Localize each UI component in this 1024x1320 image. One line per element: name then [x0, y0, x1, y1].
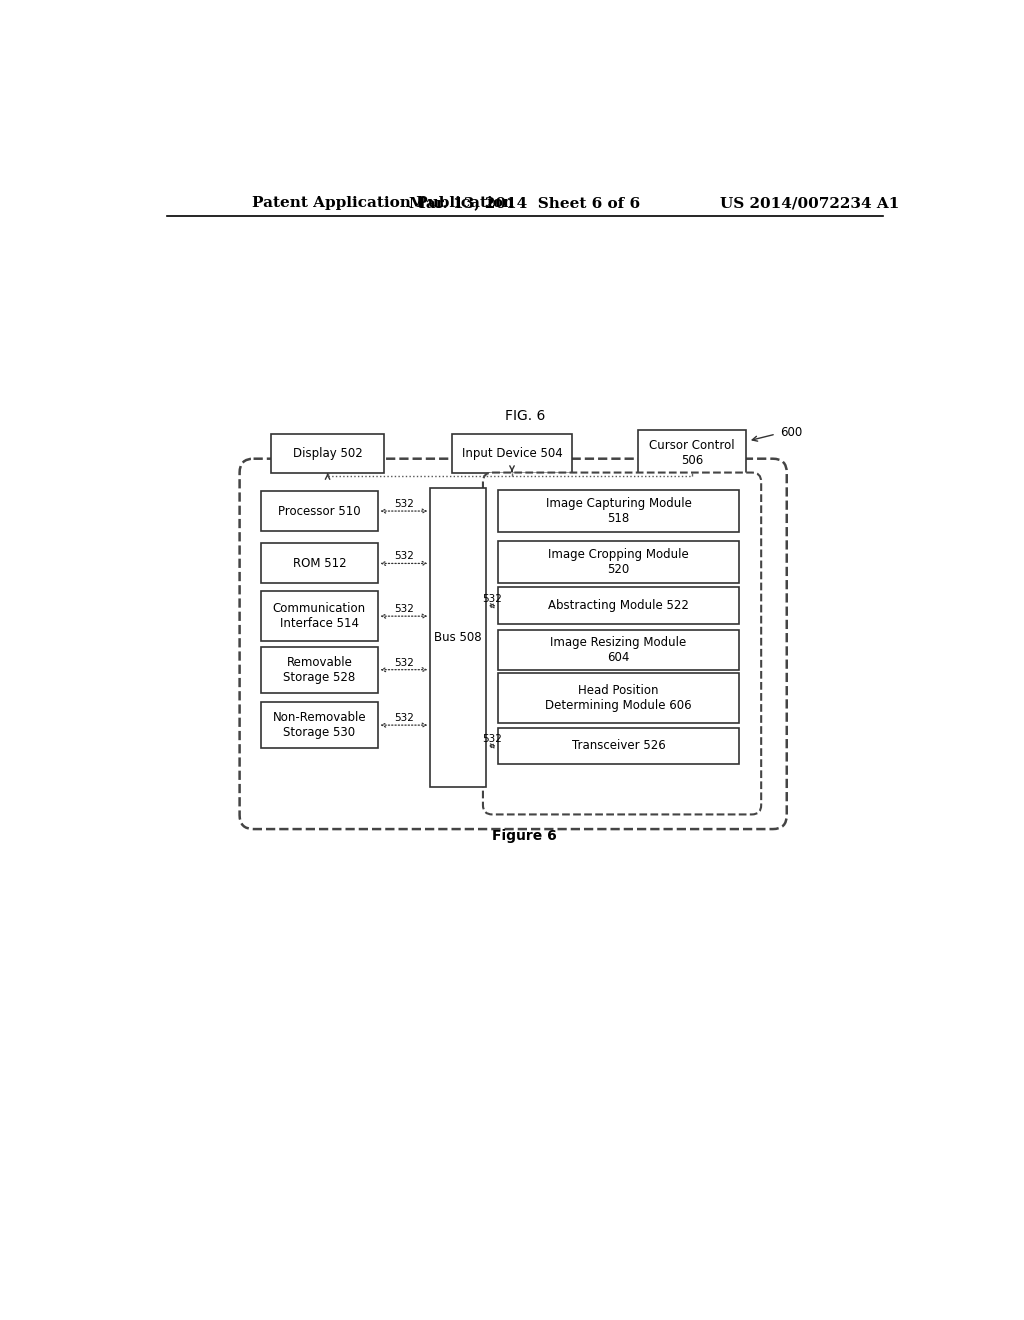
Bar: [261, 491, 378, 531]
Text: US 2014/0072234 A1: US 2014/0072234 A1: [720, 197, 900, 210]
Text: 532: 532: [394, 499, 414, 510]
Bar: [271, 434, 384, 473]
Bar: [261, 702, 378, 748]
Text: Input Device 504: Input Device 504: [462, 446, 562, 459]
Bar: [499, 587, 738, 624]
Bar: [638, 430, 746, 475]
Bar: [499, 541, 738, 583]
Bar: [452, 434, 572, 473]
Text: Abstracting Module 522: Abstracting Module 522: [548, 599, 689, 612]
Text: 532: 532: [394, 657, 414, 668]
FancyBboxPatch shape: [483, 473, 761, 814]
Bar: [499, 729, 738, 763]
Text: 532: 532: [394, 713, 414, 723]
Text: Mar. 13, 2014  Sheet 6 of 6: Mar. 13, 2014 Sheet 6 of 6: [410, 197, 640, 210]
Bar: [499, 673, 738, 723]
FancyBboxPatch shape: [240, 459, 786, 829]
Text: Processor 510: Processor 510: [279, 504, 360, 517]
Text: Cursor Control
506: Cursor Control 506: [649, 438, 735, 466]
Text: Patent Application Publication: Patent Application Publication: [252, 197, 514, 210]
Bar: [261, 591, 378, 642]
Bar: [499, 490, 738, 532]
Text: 600: 600: [780, 426, 803, 440]
Text: Non-Removable
Storage 530: Non-Removable Storage 530: [272, 711, 367, 739]
Bar: [261, 647, 378, 693]
Bar: [430, 488, 486, 787]
Text: FIG. 6: FIG. 6: [505, 409, 545, 424]
Text: Bus 508: Bus 508: [434, 631, 482, 644]
Text: Removable
Storage 528: Removable Storage 528: [284, 656, 355, 684]
Text: Head Position
Determining Module 606: Head Position Determining Module 606: [545, 684, 692, 711]
Bar: [499, 630, 738, 669]
Text: 532: 532: [394, 552, 414, 561]
Text: Display 502: Display 502: [293, 446, 362, 459]
Bar: [261, 544, 378, 583]
Text: 532: 532: [482, 734, 502, 744]
Text: Image Capturing Module
518: Image Capturing Module 518: [546, 496, 691, 524]
Text: Memory 602: Memory 602: [585, 490, 659, 502]
Text: ROM 512: ROM 512: [293, 557, 346, 570]
Text: 532: 532: [394, 605, 414, 614]
Text: Figure 6: Figure 6: [493, 829, 557, 843]
Text: 532: 532: [482, 594, 502, 603]
Text: Image Cropping Module
520: Image Cropping Module 520: [548, 548, 689, 577]
Text: Image Resizing Module
604: Image Resizing Module 604: [551, 636, 687, 664]
Text: Transceiver 526: Transceiver 526: [571, 739, 666, 752]
Text: Communication
Interface 514: Communication Interface 514: [272, 602, 366, 630]
